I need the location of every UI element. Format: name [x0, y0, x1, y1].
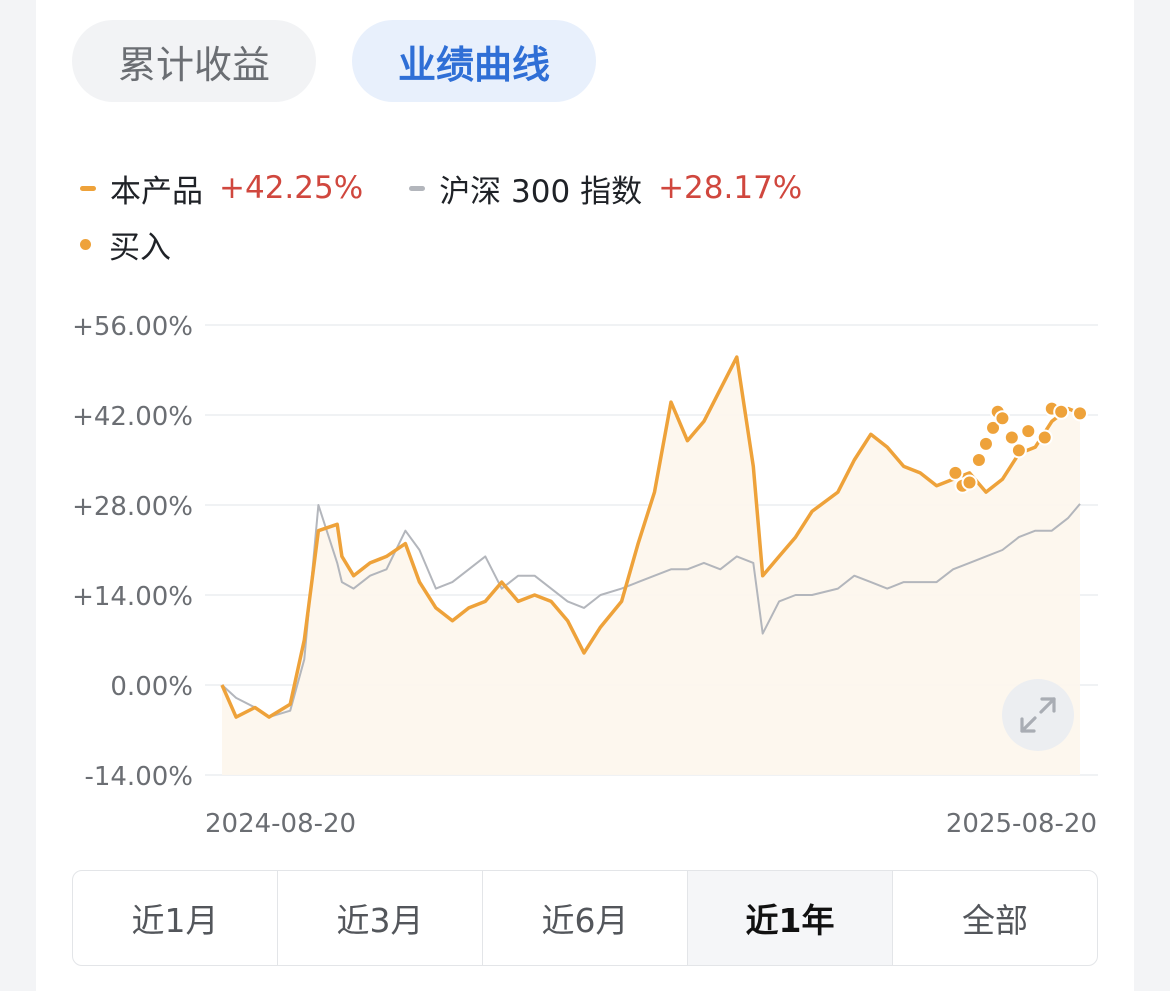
x-end-label: 2025-08-20 [946, 809, 1097, 839]
y-tick-label: +14.00% [72, 582, 193, 612]
buy-point [1053, 403, 1070, 420]
tab-cumulative-return[interactable]: 累计收益 [72, 20, 316, 102]
tab-performance-curve[interactable]: 业绩曲线 [352, 20, 596, 102]
performance-chart[interactable]: +56.00% +42.00% +28.00% +14.00% 0.00% -14.00%… [0, 300, 1170, 860]
y-tick-label: +56.00% [72, 312, 193, 342]
legend-index: 沪深 300 指数 +28.17% [409, 166, 802, 211]
legend-product-name: 本产品 [110, 173, 203, 210]
index-line [221, 503, 1081, 719]
legend-product: 本产品 +42.25% [80, 166, 363, 211]
legend-index-swatch [409, 185, 426, 191]
tab-bar: 累计收益 业绩曲线 [72, 20, 596, 102]
legend-product-swatch [80, 185, 96, 191]
legend-buy: 买入 [80, 222, 171, 267]
product-line [220, 355, 1081, 719]
y-tick-label: -14.00% [84, 762, 193, 792]
legend-index-value: +28.17% [658, 170, 803, 206]
period-3m[interactable]: 近3月 [278, 871, 483, 965]
buy-point [947, 464, 964, 481]
y-tick-label: +42.00% [72, 402, 193, 432]
x-start-label: 2024-08-20 [205, 809, 356, 839]
legend-buy-name: 买入 [109, 229, 171, 266]
buy-point [1072, 405, 1088, 422]
buy-point [1036, 429, 1053, 446]
y-tick-label: +28.00% [72, 492, 193, 522]
buy-point [970, 452, 987, 468]
buy-point [1003, 429, 1020, 446]
period-6m[interactable]: 近6月 [483, 871, 688, 965]
legend-product-value: +42.25% [219, 170, 364, 206]
period-selector: 近1月 近3月 近6月 近1年 全部 [72, 870, 1098, 966]
period-1m[interactable]: 近1月 [73, 871, 278, 965]
period-1y[interactable]: 近1年 [688, 871, 893, 965]
legend-buy-swatch [80, 238, 91, 250]
buy-point [977, 435, 994, 452]
legend-index-name: 沪深 300 指数 [439, 173, 643, 210]
y-tick-label: 0.00% [110, 672, 193, 702]
expand-icon [1020, 697, 1056, 733]
buy-point [994, 410, 1011, 427]
buy-point [961, 474, 978, 491]
buy-point [985, 419, 1002, 436]
expand-chart-button[interactable] [1002, 679, 1074, 751]
product-area [222, 357, 1080, 775]
buy-point [1010, 442, 1027, 459]
buy-point [1020, 423, 1037, 440]
chart-legend: 本产品 +42.25% 沪深 300 指数 +28.17% 买入 [80, 160, 848, 272]
period-all[interactable]: 全部 [962, 901, 1028, 940]
